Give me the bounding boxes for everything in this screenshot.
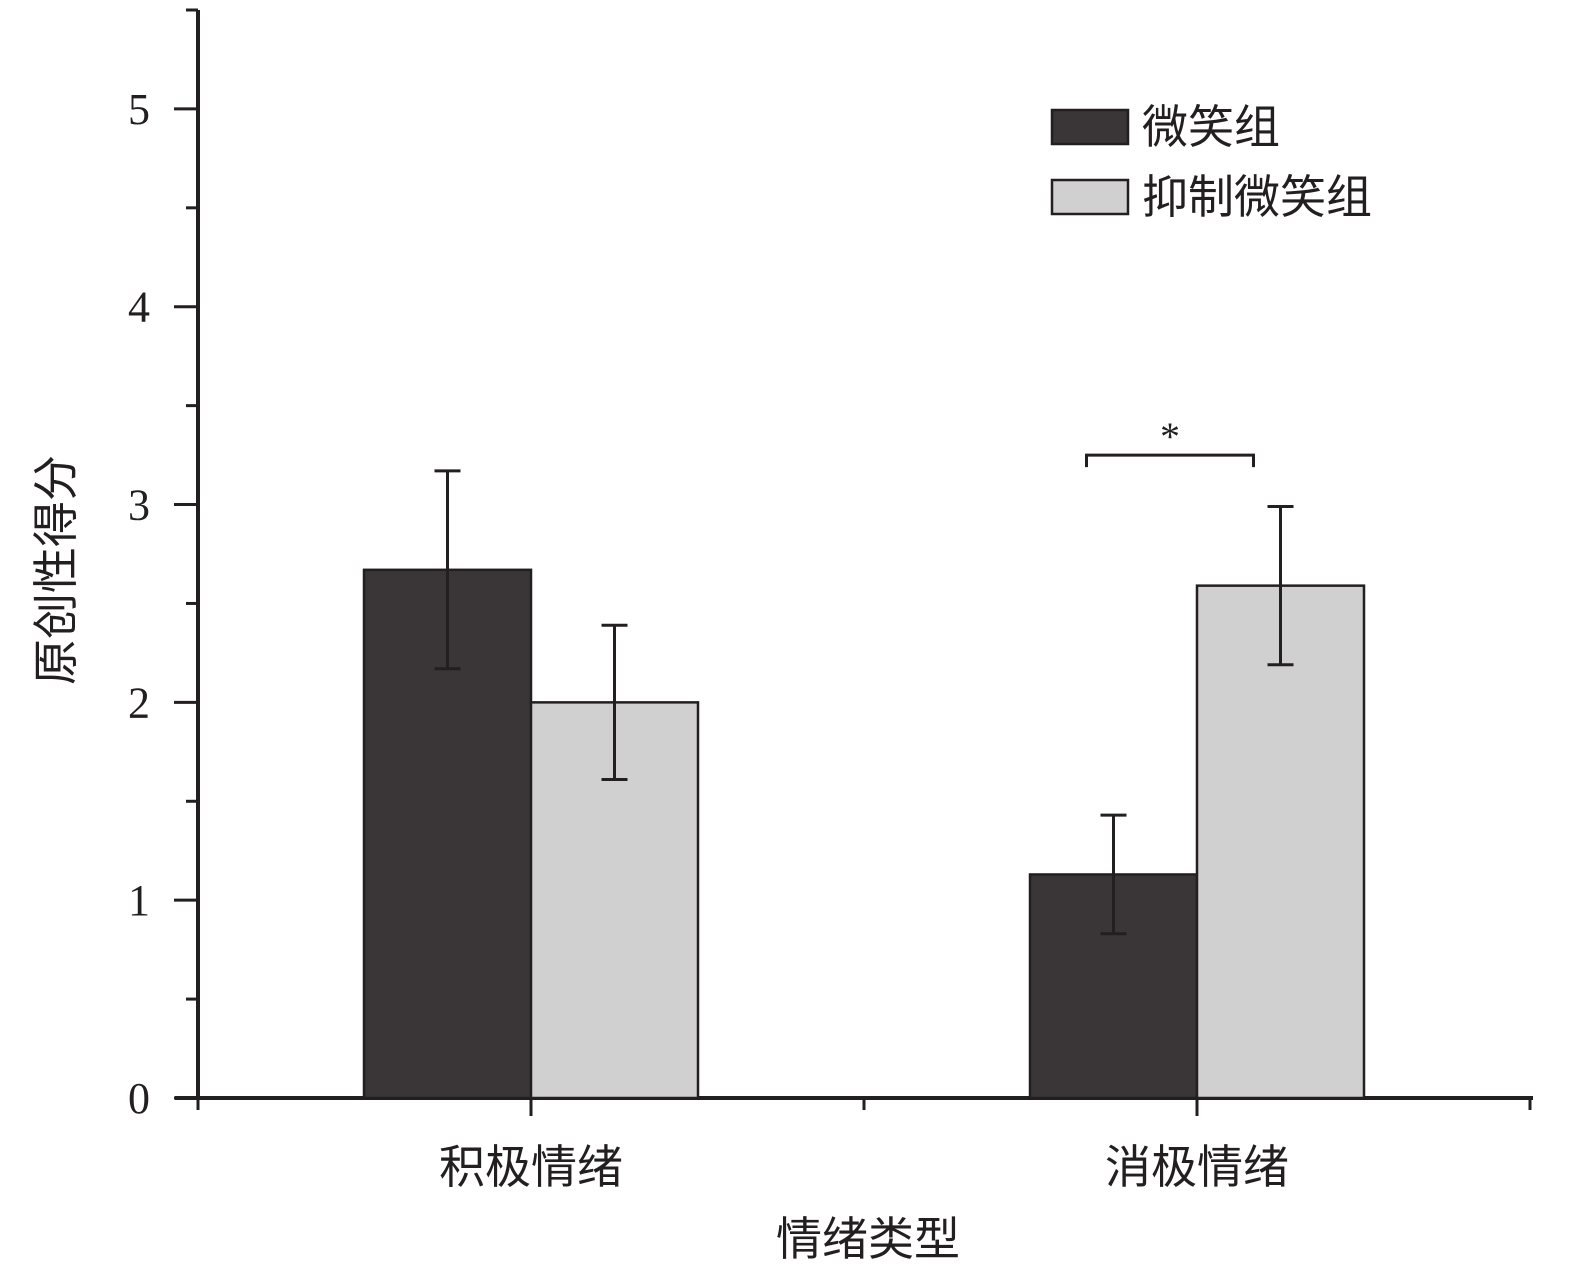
y-axis-title: 原创性得分 <box>29 455 83 685</box>
significance-annotations: * <box>1085 414 1255 468</box>
legend-swatch <box>1050 178 1130 216</box>
y-ticks: 0 1 2 3 4 5 <box>128 8 198 1123</box>
x-category-label: 积极情绪 <box>439 1140 623 1194</box>
significance-bracket <box>1085 453 1255 468</box>
bars <box>362 568 1366 1100</box>
y-tick-label: 0 <box>128 1074 150 1123</box>
y-tick-label: 4 <box>128 283 150 332</box>
significance-marker: * <box>1160 414 1180 459</box>
y-tick-label: 5 <box>128 85 150 134</box>
x-ticks: 积极情绪 消极情绪 <box>196 1098 1532 1194</box>
bar <box>1195 584 1366 1100</box>
x-axis-title: 情绪类型 <box>776 1212 960 1266</box>
y-tick-label: 1 <box>128 876 150 925</box>
error-bars <box>434 469 1294 936</box>
y-tick-label: 2 <box>128 678 150 727</box>
legend-label: 微笑组 <box>1142 100 1280 154</box>
y-tick-label: 3 <box>128 481 150 530</box>
x-category-label: 消极情绪 <box>1105 1140 1289 1194</box>
legend-label: 抑制微笑组 <box>1142 170 1372 224</box>
legend-swatch <box>1050 108 1130 146</box>
